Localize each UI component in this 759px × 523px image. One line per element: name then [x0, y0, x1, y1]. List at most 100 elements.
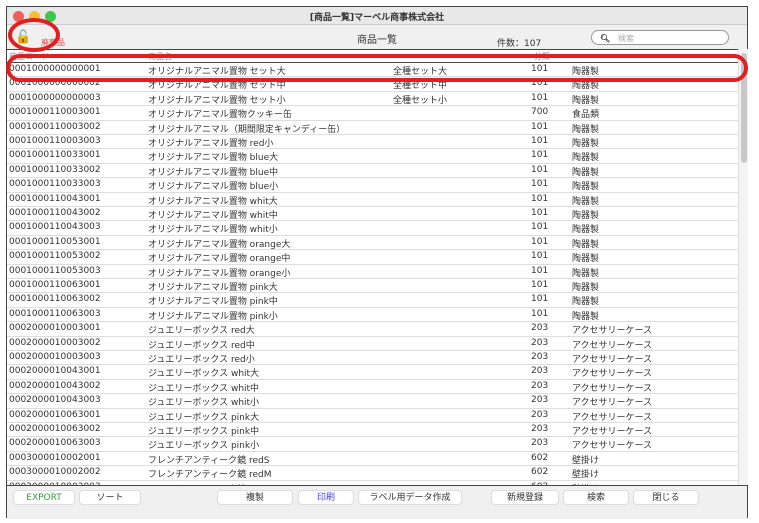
cell-name: オリジナルアニマル置物 whit中	[148, 211, 278, 221]
cell-name: オリジナルアニマル置物 blue中	[148, 167, 279, 178]
cell-set: 全種セット小	[393, 95, 448, 106]
cell-code: 0002000010043002	[9, 380, 101, 391]
cell-class-name: 陶器製	[572, 124, 600, 135]
label-data-button[interactable]: ラベル用データ作成	[358, 490, 462, 505]
table-row[interactable]: 0003000010002003 フレンチアンティーク鏡 redL 602 壁掛け	[7, 481, 738, 485]
table-row[interactable]: 0002000010003003 ジュエリーボックス red小 203 アクセサリーケ…	[7, 351, 738, 366]
search-input[interactable]: 🔍︎ 検索	[591, 30, 729, 45]
table-row[interactable]: 0001000110043002 オリジナルアニマル置物 whit中 101 陶器製	[7, 207, 738, 222]
table-row[interactable]: 0001000110003001 オリジナルアニマル置物クッキー缶 700 食品類	[7, 106, 738, 121]
cell-name: ジュエリーボックス whit中	[148, 383, 260, 394]
cell-class-code: 203	[531, 424, 549, 434]
cell-set: 全種セット大	[393, 67, 448, 77]
cell-name: フレンチアンティーク鏡 redM	[148, 470, 272, 481]
cell-name: オリジナルアニマル置物 pink大	[148, 283, 278, 293]
maximize-window-button[interactable]	[45, 11, 56, 22]
table-row[interactable]: 0001000110053001 オリジナルアニマル置物 orange大 101 陶器…	[7, 236, 738, 251]
table-row[interactable]: 0002000010043003 ジュエリーボックス whit小 203 アクセサリー…	[7, 394, 738, 409]
cell-class-code: 203	[531, 366, 549, 377]
table-row[interactable]: 0003000010002001 フレンチアンティーク鏡 redS 602 壁掛け	[7, 452, 738, 467]
cell-name: オリジナルアニマル置物 セット小	[148, 95, 286, 106]
product-table: 商品コード 商品名 分類 0001000000000001 オリジナルアニマル置物…	[7, 49, 738, 485]
print-button[interactable]: 印刷	[298, 490, 354, 505]
table-row[interactable]: 0001000110063002 オリジナルアニマル置物 pink中 101 陶器製	[7, 293, 738, 308]
table-row[interactable]: 0001000000000003 オリジナルアニマル置物 セット小 全種セット小 10…	[7, 92, 738, 107]
table-row[interactable]: 0002000010003002 ジュエリーボックス red中 203 アクセサリーケ…	[7, 337, 738, 351]
cell-name: オリジナルアニマル置物 orange大	[148, 239, 291, 250]
cell-name: ジュエリーボックス whit大	[148, 369, 260, 380]
table-row[interactable]: 0002000010063002 ジュエリーボックス pink中 203 アクセサリー…	[7, 423, 738, 438]
cell-class-name: 陶器製	[572, 211, 600, 221]
cell-class-code: 101	[531, 208, 549, 218]
cell-code: 0001000110063002	[9, 294, 101, 305]
cell-name: オリジナルアニマル置物 pink小	[148, 311, 278, 322]
table-row[interactable]: 0001000110043003 オリジナルアニマル置物 whit小 101 陶器製	[7, 221, 738, 236]
cell-code: 0001000000000002	[9, 78, 101, 89]
cell-class-name: 陶器製	[572, 239, 600, 250]
table-row[interactable]: 0001000110033002 オリジナルアニマル置物 blue中 101 陶器製	[7, 164, 738, 179]
table-row[interactable]: 0002000010043001 ジュエリーボックス whit大 203 アクセサリー…	[7, 365, 738, 380]
new-register-button[interactable]: 新規登録	[491, 490, 559, 505]
cell-class-code: 101	[531, 78, 549, 89]
cell-class-code: 203	[531, 380, 549, 391]
cell-code: 0001000110033001	[9, 150, 101, 161]
cell-class-name: アクセサリーケース	[572, 369, 653, 380]
table-row[interactable]: 0001000110063001 オリジナルアニマル置物 pink大 101 陶器製	[7, 279, 738, 294]
cell-code: 0001000110053001	[9, 236, 101, 247]
column-header-name[interactable]: 商品名	[148, 52, 172, 61]
cell-code: 0002000010063003	[9, 438, 101, 449]
cell-name: オリジナルアニマル（期間限定キャンディー缶）	[148, 124, 346, 135]
table-row[interactable]: 0001000110053003 オリジナルアニマル置物 orange小 101 陶器…	[7, 265, 738, 279]
sort-button[interactable]: ソート	[79, 490, 141, 505]
table-row[interactable]: 0002000010063003 ジュエリーボックス pink小 203 アクセサリー…	[7, 437, 738, 452]
table-row[interactable]: 0001000110053002 オリジナルアニマル置物 orange中 101 陶器…	[7, 250, 738, 265]
table-row[interactable]: 0001000110003002 オリジナルアニマル（期間限定キャンディー缶） 10…	[7, 121, 738, 135]
table-row[interactable]: 0002000010043002 ジュエリーボックス whit中 203 アクセサリー…	[7, 380, 738, 395]
cell-code: 0001000110033002	[9, 164, 101, 175]
cell-code: 0001000110063003	[9, 308, 101, 319]
cell-code: 0002000010063001	[9, 409, 101, 420]
table-row[interactable]: 0002000010063001 ジュエリーボックス pink大 203 アクセサリー…	[7, 409, 738, 423]
close-window-button[interactable]	[13, 11, 24, 22]
title-bar: [商品一覧]マーベル商事株式会社	[7, 7, 747, 25]
cell-class-code: 602	[531, 452, 549, 463]
table-row[interactable]: 0001000110063003 オリジナルアニマル置物 pink小 101 陶器製	[7, 308, 738, 323]
cell-code: 0002000010003003	[9, 352, 101, 362]
vertical-scrollbar[interactable]	[738, 49, 748, 485]
cell-class-code: 101	[531, 64, 549, 74]
unlock-icon[interactable]: 🔓	[15, 30, 32, 45]
minimize-window-button[interactable]	[29, 11, 40, 22]
cell-name: オリジナルアニマル置物 セット中	[148, 81, 286, 92]
cell-class-name: アクセサリーケース	[572, 326, 653, 337]
cell-name: フレンチアンティーク鏡 redS	[148, 455, 270, 466]
app-window: [商品一覧]マーベル商事株式会社 🔓 廃棄品 商品一覧 件数：107 🔍︎ 検索 …	[6, 6, 748, 519]
cell-class-code: 203	[531, 337, 549, 348]
cell-code: 0001000110043002	[9, 208, 101, 218]
close-button[interactable]: 閉じる	[633, 490, 699, 505]
cell-code: 0001000110043003	[9, 222, 101, 233]
cell-code: 0003000010002003	[9, 482, 101, 485]
table-row[interactable]: 0001000110033001 オリジナルアニマル置物 blue大 101 陶器製	[7, 149, 738, 164]
table-row[interactable]: 0002000010003001 ジュエリーボックス red大 203 アクセサリーケ…	[7, 322, 738, 337]
table-row[interactable]: 0001000000000001 オリジナルアニマル置物 セット大 全種セット大 10…	[7, 63, 738, 78]
table-row[interactable]: 0003000010002002 フレンチアンティーク鏡 redM 602 壁掛け	[7, 466, 738, 481]
cell-code: 0002000010063002	[9, 424, 101, 434]
cell-name: オリジナルアニマル置物 red小	[148, 139, 274, 149]
table-row[interactable]: 0001000110003003 オリジナルアニマル置物 red小 101 陶器製	[7, 135, 738, 150]
cell-name: オリジナルアニマル置物 orange小	[148, 268, 291, 279]
record-count: 件数：107	[497, 36, 541, 49]
discard-filter[interactable]: 廃棄品	[41, 38, 65, 47]
table-row[interactable]: 0001000000000002 オリジナルアニマル置物 セット中 全種セット中 10…	[7, 77, 738, 92]
table-row[interactable]: 0001000110043001 オリジナルアニマル置物 whit大 101 陶器製	[7, 193, 738, 207]
search-placeholder: 検索	[618, 34, 635, 43]
table-row[interactable]: 0001000110033003 オリジナルアニマル置物 blue小 101 陶器製	[7, 178, 738, 193]
scrollbar-thumb[interactable]	[741, 53, 747, 163]
search-button[interactable]: 検索	[563, 490, 629, 505]
cell-class-name: 陶器製	[572, 311, 600, 322]
column-header-code[interactable]: 商品コード	[9, 52, 49, 61]
cell-class-name: 陶器製	[572, 254, 600, 265]
export-button[interactable]: EXPORT	[13, 490, 75, 505]
cell-class-name: 陶器製	[572, 153, 600, 164]
duplicate-button[interactable]: 複製	[217, 490, 293, 505]
column-header-class[interactable]: 分類	[534, 52, 550, 61]
